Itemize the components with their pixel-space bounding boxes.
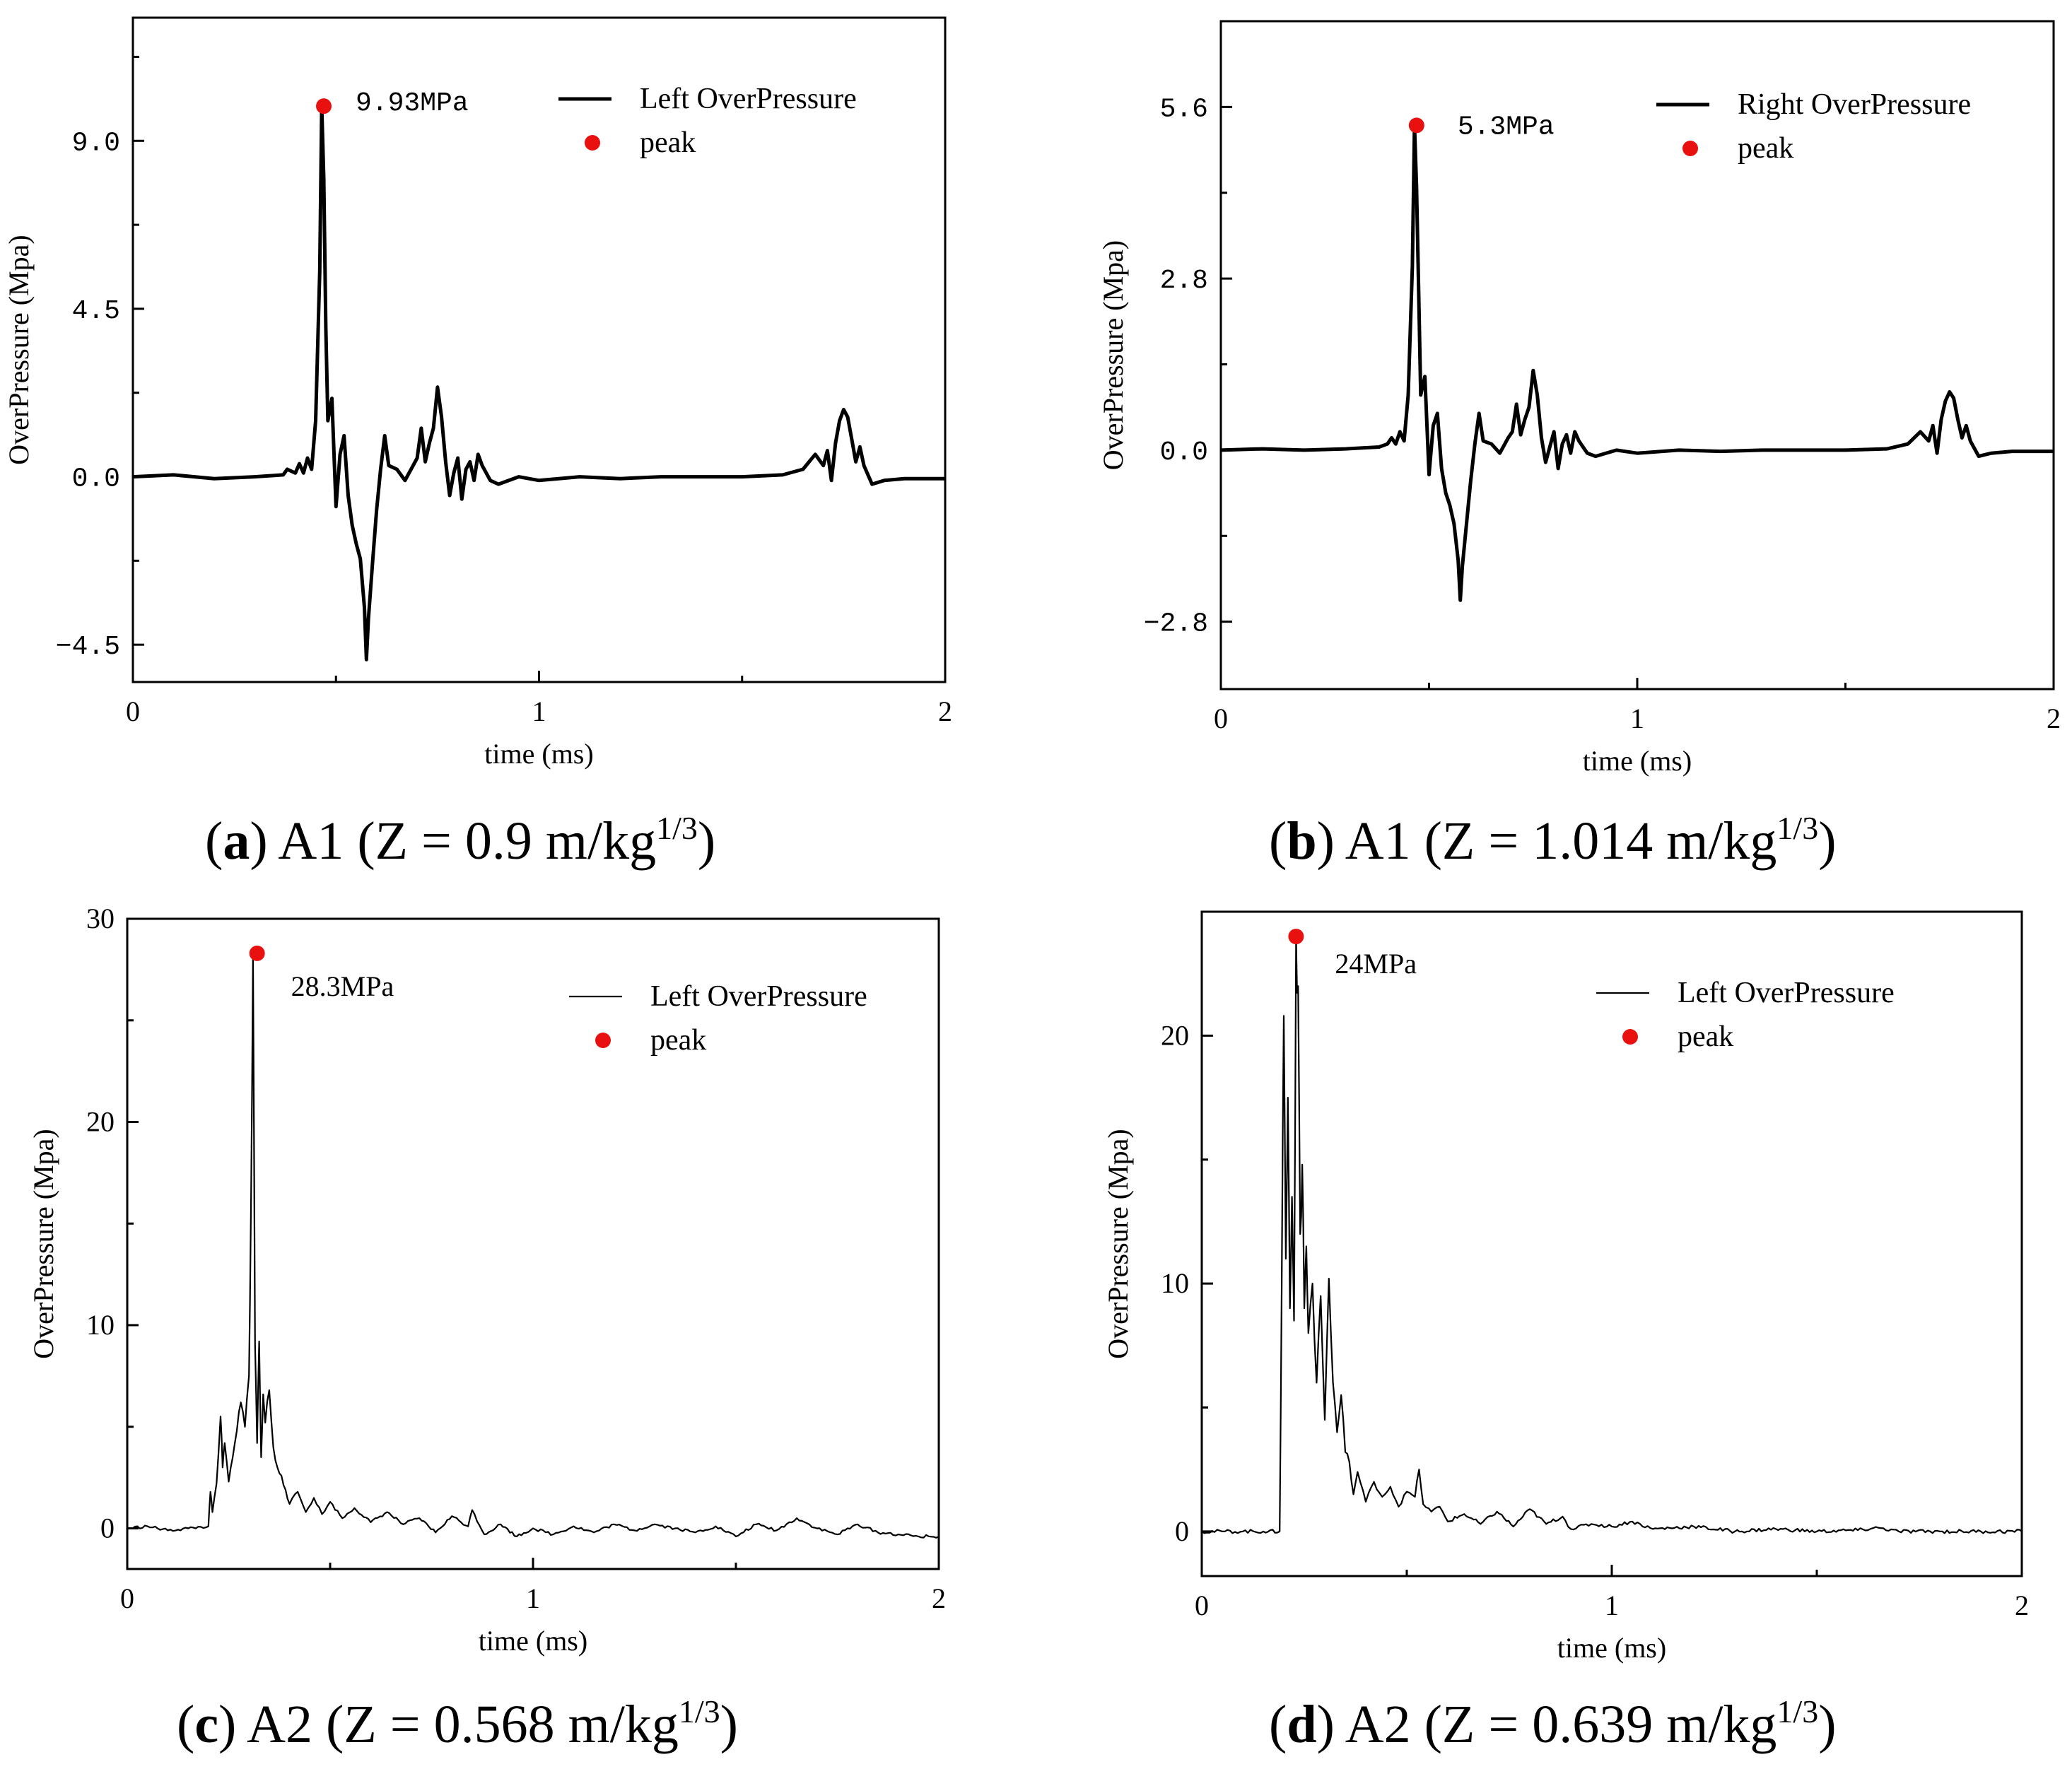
legend-line-label: Right OverPressure — [1738, 88, 1971, 121]
y-tick-label: −4.5 — [56, 632, 120, 662]
y-tick-label: 10 — [86, 1309, 115, 1341]
legend-peak-label: peak — [1738, 132, 1793, 165]
peak-marker — [249, 945, 265, 961]
x-axis-label: time (ms) — [1557, 1632, 1666, 1664]
plot-frame — [131, 16, 947, 683]
y-tick-label: 0.0 — [1160, 437, 1208, 468]
x-axis-label: time (ms) — [484, 738, 593, 770]
series-line — [1220, 123, 2054, 602]
series-line — [132, 104, 945, 662]
legend-peak-label: peak — [650, 1024, 706, 1057]
peak-marker — [1408, 117, 1424, 134]
peak-annotation: 9.93MPa — [356, 88, 469, 119]
y-axis-label: OverPressure (Mpa) — [28, 1129, 59, 1358]
y-tick-label: 20 — [86, 1106, 115, 1138]
legend-line-label: Left OverPressure — [650, 980, 867, 1013]
chart-panel-b: 0 1 2 −2.8 0.0 2.8 5.6 time (ms) OverPressure (M… — [1097, 20, 2061, 871]
x-tick-label: 1 — [526, 1582, 540, 1614]
y-axis-label: OverPressure (Mpa) — [1097, 240, 1129, 470]
chart-panel-a: 0 1 2 −4.5 0.0 4.5 9.0 time (ms) OverPressure (M… — [3, 16, 952, 871]
series-line — [1201, 935, 2023, 1534]
x-tick-label: 0 — [120, 1582, 134, 1614]
x-tick-label: 1 — [1630, 703, 1644, 734]
x-tick-label: 2 — [2015, 1589, 2029, 1621]
peak-marker — [316, 98, 332, 114]
plot-frame — [1200, 910, 2023, 1577]
x-axis-label: time (ms) — [479, 1625, 587, 1657]
x-tick-label: 1 — [1605, 1589, 1619, 1621]
y-tick-label: 4.5 — [72, 296, 120, 327]
x-tick-label: 1 — [532, 695, 546, 727]
legend-line-label: Left OverPressure — [1678, 977, 1895, 1009]
x-tick-label: 2 — [932, 1582, 946, 1614]
peak-annotation: 24MPa — [1335, 948, 1417, 980]
y-tick-label: 0 — [100, 1512, 115, 1544]
x-axis-label: time (ms) — [1583, 745, 1692, 777]
legend-line-label: Left OverPressure — [640, 83, 857, 115]
panel-caption: (a) A1 (Z = 0.9 m/kg1/3) — [205, 810, 715, 871]
y-tick-label: 10 — [1161, 1267, 1189, 1299]
legend-peak-swatch — [1622, 1029, 1638, 1045]
x-tick-label: 0 — [1214, 703, 1228, 734]
y-tick-label: 20 — [1161, 1019, 1189, 1051]
plot-frame — [1219, 20, 2055, 690]
x-tick-label: 2 — [2047, 703, 2061, 734]
y-axis-label: OverPressure (Mpa) — [1102, 1129, 1134, 1358]
x-tick-label: 2 — [938, 695, 952, 727]
peak-annotation: 5.3MPa — [1458, 112, 1555, 142]
y-tick-label: 0.0 — [72, 464, 120, 495]
y-tick-label: 30 — [86, 903, 115, 934]
plot-frame — [126, 917, 940, 1570]
panel-caption: (b) A1 (Z = 1.014 m/kg1/3) — [1269, 810, 1837, 871]
peak-marker — [1288, 929, 1304, 945]
legend-peak-swatch — [595, 1033, 611, 1048]
y-tick-label: 2.8 — [1160, 266, 1208, 296]
panel-caption: (c) A2 (Z = 0.568 m/kg1/3) — [177, 1693, 738, 1754]
y-tick-label: 0 — [1175, 1515, 1189, 1547]
legend-peak-swatch — [585, 135, 600, 151]
peak-annotation: 28.3MPa — [291, 970, 394, 1002]
legend-peak-label: peak — [1678, 1021, 1733, 1053]
x-tick-label: 0 — [1195, 1589, 1209, 1621]
series-line — [127, 952, 940, 1539]
legend-peak-label: peak — [640, 127, 696, 159]
y-tick-label: 5.6 — [1160, 94, 1208, 124]
legend-peak-swatch — [1682, 141, 1698, 156]
y-tick-label: −2.8 — [1144, 609, 1208, 640]
panel-caption: (d) A2 (Z = 0.639 m/kg1/3) — [1269, 1693, 1837, 1754]
y-tick-label: 9.0 — [72, 128, 120, 158]
y-axis-label: OverPressure (Mpa) — [3, 235, 35, 464]
x-tick-label: 0 — [126, 695, 140, 727]
